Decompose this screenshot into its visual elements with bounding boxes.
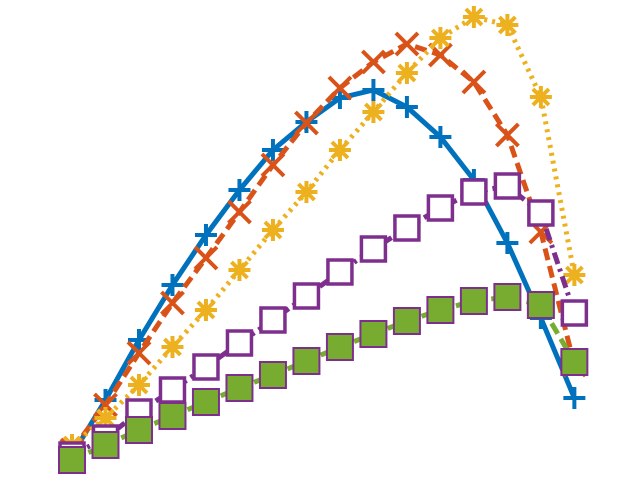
marker — [261, 139, 284, 161]
marker — [126, 340, 152, 366]
marker — [392, 307, 421, 335]
marker — [529, 86, 552, 108]
marker — [327, 75, 353, 101]
marker — [225, 329, 254, 357]
marker — [429, 126, 452, 148]
marker — [127, 374, 150, 396]
marker — [563, 264, 586, 286]
marker — [462, 6, 485, 28]
marker — [496, 14, 519, 36]
marker — [459, 287, 488, 315]
marker — [228, 179, 251, 201]
marker — [496, 232, 519, 254]
marker — [158, 402, 187, 430]
marker — [527, 199, 555, 227]
marker — [493, 172, 522, 200]
series-line — [70, 294, 577, 463]
marker — [160, 290, 185, 316]
marker — [526, 291, 555, 319]
marker — [295, 181, 318, 203]
marker — [393, 214, 421, 242]
marker — [362, 101, 385, 123]
marker — [426, 296, 455, 324]
marker — [460, 178, 488, 206]
marker — [191, 388, 220, 416]
marker — [563, 387, 586, 409]
marker — [259, 306, 287, 334]
marker — [362, 79, 385, 101]
marker — [461, 69, 487, 95]
marker — [395, 62, 418, 84]
series-line — [69, 41, 577, 452]
marker — [227, 199, 252, 225]
marker — [261, 219, 284, 241]
marker — [58, 446, 87, 474]
marker — [292, 347, 321, 375]
marker — [194, 224, 217, 246]
marker — [325, 333, 354, 361]
marker — [328, 139, 351, 161]
series-line — [69, 87, 577, 457]
marker — [494, 122, 520, 148]
marker — [361, 49, 386, 75]
marker — [260, 152, 286, 178]
marker — [91, 431, 120, 459]
marker — [193, 245, 219, 271]
marker — [94, 407, 117, 429]
marker — [161, 274, 184, 296]
marker — [292, 282, 321, 310]
marker — [294, 110, 319, 136]
marker — [124, 416, 153, 444]
marker — [429, 27, 452, 49]
marker — [395, 96, 418, 118]
marker — [326, 258, 354, 286]
marker — [493, 283, 522, 311]
marker — [258, 361, 287, 389]
marker — [394, 31, 420, 57]
marker — [158, 376, 187, 404]
marker — [560, 299, 589, 327]
marker — [359, 320, 388, 348]
marker — [161, 336, 184, 358]
marker — [359, 235, 388, 263]
marker — [228, 259, 251, 281]
marker — [194, 299, 217, 321]
marker — [225, 374, 254, 402]
marker — [560, 348, 589, 376]
marker — [426, 194, 455, 222]
series-line — [70, 183, 577, 458]
marker — [192, 353, 220, 381]
